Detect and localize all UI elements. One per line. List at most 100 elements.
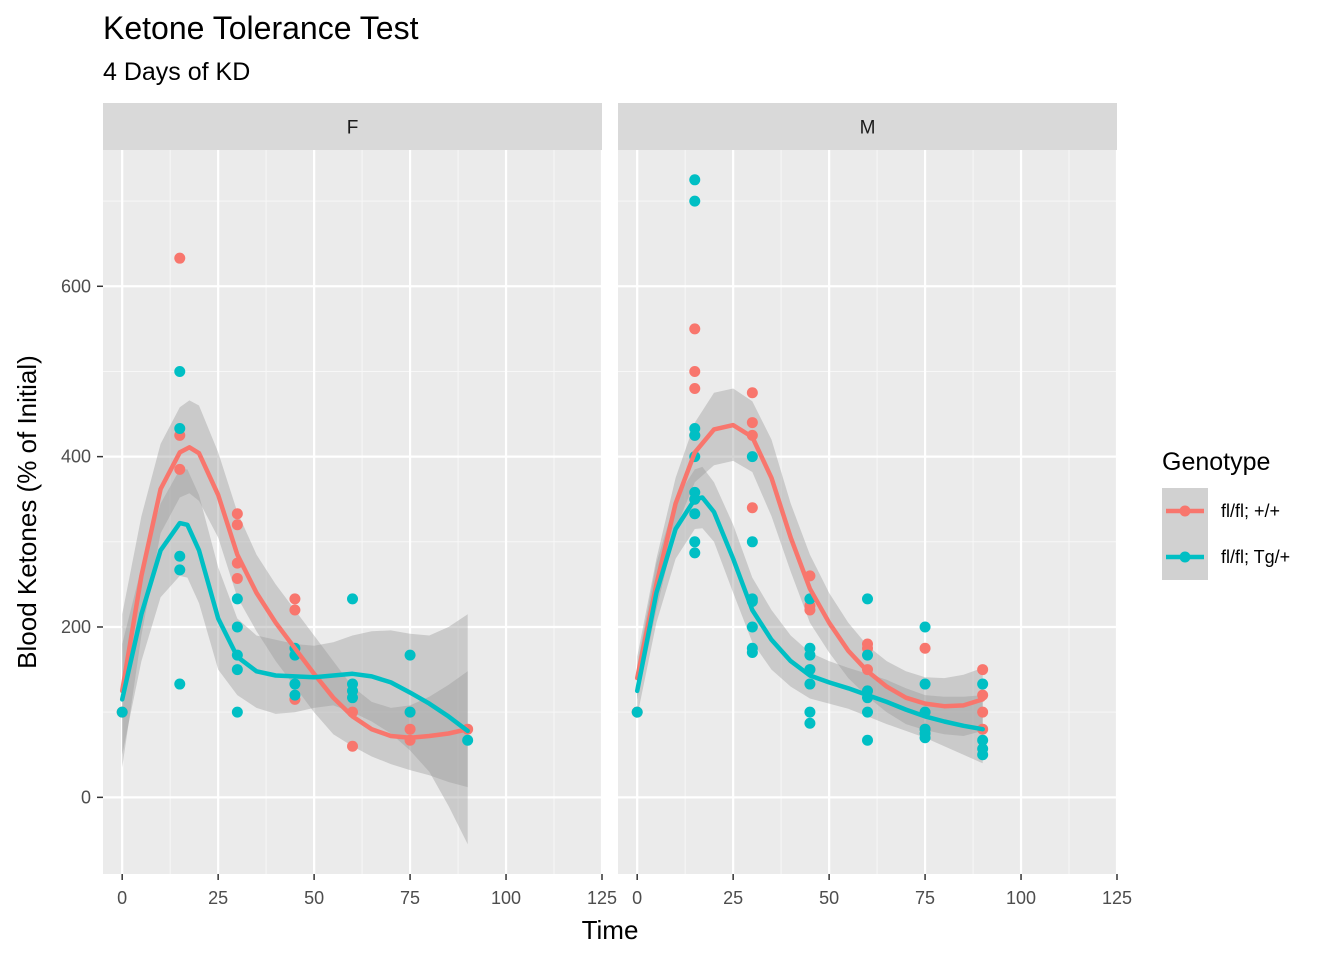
data-point-series-2 [689, 429, 701, 441]
data-point-series-2 [689, 547, 701, 559]
data-point-series-2 [804, 706, 816, 718]
data-point-series-2 [977, 678, 989, 690]
data-point-series-2 [746, 621, 758, 633]
panel-background [618, 150, 1117, 874]
data-point-series-1 [174, 463, 186, 475]
data-point-series-1 [746, 417, 758, 429]
facet-strip [618, 103, 1117, 150]
x-axis-title: Time [582, 915, 639, 945]
x-tick-label: 50 [304, 888, 324, 908]
data-point-series-2 [977, 749, 989, 761]
legend: Genotype fl/fl; +/+ fl/fl; Tg/+ [1162, 448, 1290, 580]
x-tick-label: 125 [1102, 888, 1132, 908]
data-point-series-2 [804, 678, 816, 690]
x-tick-label: 50 [819, 888, 839, 908]
y-axis-title: Blood Ketones (% of Initial) [12, 355, 42, 669]
legend-key-point [1179, 551, 1191, 563]
facet-panel-m: M 0 25 50 75 100 125 [618, 103, 1132, 908]
data-point-series-1 [689, 382, 701, 394]
data-point-series-2 [347, 593, 358, 605]
data-point-series-2 [404, 649, 416, 661]
data-point-series-2 [404, 706, 416, 718]
x-tick-label: 25 [723, 888, 743, 908]
x-tick-label: 0 [117, 888, 127, 908]
y-tick-label: 400 [61, 447, 91, 467]
data-point-series-1 [404, 723, 416, 735]
data-point-series-1 [977, 706, 989, 718]
panel-background [103, 150, 602, 874]
x-tick-label: 0 [632, 888, 642, 908]
confidence-band-series-1 [637, 388, 983, 736]
data-point-series-1 [977, 689, 989, 701]
x-tick-label: 100 [491, 888, 521, 908]
data-point-series-2 [689, 508, 701, 520]
data-point-series-2 [174, 550, 186, 562]
legend-entry-label: fl/fl; Tg/+ [1221, 547, 1290, 567]
data-point-series-2 [862, 706, 873, 718]
facet-strip-label: M [860, 118, 876, 139]
data-point-series-2 [746, 451, 758, 463]
data-point-series-2 [919, 732, 931, 744]
data-point-series-2 [862, 734, 873, 746]
data-point-series-1 [804, 604, 816, 616]
data-point-series-2 [174, 365, 186, 377]
data-point-series-2 [631, 706, 643, 718]
x-tick-label: 75 [915, 888, 935, 908]
data-point-series-2 [231, 706, 243, 718]
chart-subtitle: 4 Days of KD [103, 58, 251, 86]
data-point-series-2 [746, 536, 758, 548]
data-point-series-2 [689, 536, 701, 548]
data-point-series-1 [231, 508, 243, 520]
data-point-series-2 [919, 678, 931, 690]
data-point-series-2 [804, 649, 816, 661]
smooth-line-series-2 [634, 495, 985, 732]
data-point-series-2 [689, 195, 701, 207]
data-point-series-2 [804, 717, 816, 729]
data-point-series-2 [289, 689, 301, 701]
x-tick-label: 75 [400, 888, 420, 908]
smooth-line-series-1 [119, 445, 470, 740]
facet-panel-f: F 0 25 50 75 100 125 0 200 400 600 [61, 103, 617, 908]
data-point-series-1 [289, 604, 301, 616]
data-point-series-1 [231, 519, 243, 531]
x-tick-label: 25 [208, 888, 228, 908]
facet-strip-label: F [347, 118, 359, 139]
data-point-series-2 [977, 734, 989, 746]
data-point-series-1 [689, 365, 701, 377]
legend-entry-label: fl/fl; +/+ [1221, 501, 1280, 521]
data-point-series-2 [116, 706, 128, 718]
data-point-series-2 [174, 423, 186, 435]
data-point-series-2 [689, 174, 701, 186]
data-point-series-1 [289, 593, 301, 605]
legend-key-point [1179, 505, 1191, 517]
smooth-line-series-2 [119, 520, 470, 734]
x-tick-label: 125 [587, 888, 617, 908]
x-tick-label: 100 [1006, 888, 1036, 908]
data-point-series-1 [689, 323, 701, 335]
data-point-series-2 [174, 564, 186, 576]
y-tick-label: 0 [81, 787, 91, 807]
data-point-series-2 [347, 692, 358, 704]
data-point-series-2 [746, 647, 758, 659]
legend-title: Genotype [1162, 448, 1270, 476]
data-point-series-2 [462, 734, 474, 746]
smooth-line-series-1 [634, 422, 985, 709]
data-point-series-2 [862, 593, 873, 605]
data-point-series-2 [919, 621, 931, 633]
chart-title: Ketone Tolerance Test [103, 10, 419, 46]
data-point-series-1 [919, 642, 931, 654]
data-point-series-1 [347, 740, 358, 752]
data-point-series-2 [174, 678, 186, 690]
facet-strip [103, 103, 602, 150]
data-point-series-1 [746, 502, 758, 514]
data-point-series-1 [977, 664, 989, 676]
y-tick-label: 600 [61, 276, 91, 296]
data-point-series-1 [174, 252, 186, 264]
data-point-series-1 [746, 387, 758, 399]
data-point-series-2 [862, 649, 873, 661]
data-point-series-2 [231, 621, 243, 633]
data-point-series-1 [231, 572, 243, 584]
data-point-series-2 [231, 664, 243, 676]
y-tick-label: 200 [61, 617, 91, 637]
